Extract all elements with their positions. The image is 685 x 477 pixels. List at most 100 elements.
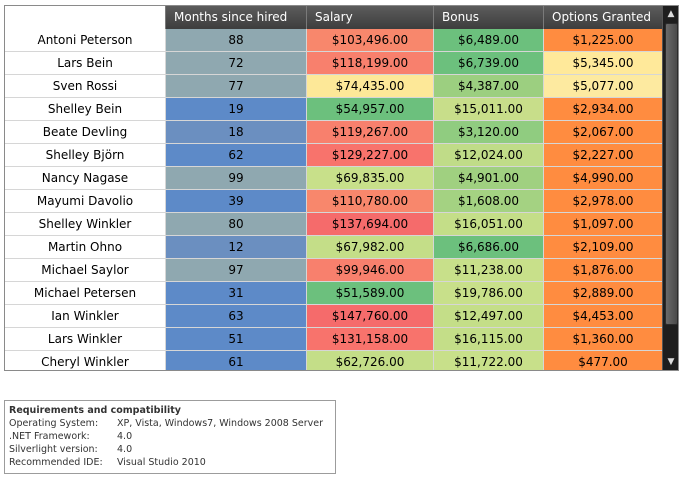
cell-salary[interactable]: $69,835.00 xyxy=(307,167,434,190)
cell-bonus[interactable]: $16,051.00 xyxy=(434,213,544,236)
cell-salary[interactable]: $147,760.00 xyxy=(307,305,434,328)
cell-months[interactable]: 77 xyxy=(166,75,307,98)
cell-salary[interactable]: $67,982.00 xyxy=(307,236,434,259)
cell-salary[interactable]: $118,199.00 xyxy=(307,52,434,75)
cell-months[interactable]: 88 xyxy=(166,29,307,52)
cell-salary[interactable]: $62,726.00 xyxy=(307,351,434,370)
cell-options[interactable]: $2,889.00 xyxy=(544,282,662,305)
cell-salary[interactable]: $51,589.00 xyxy=(307,282,434,305)
table-row[interactable]: Michael Saylor 97 $99,946.00 $11,238.00 $1,8… xyxy=(5,259,662,282)
table-row[interactable]: Shelley Björn 62 $129,227.00 $12,024.00 $2,2… xyxy=(5,144,662,167)
cell-name[interactable]: Beate Devling xyxy=(5,121,166,144)
cell-months[interactable]: 62 xyxy=(166,144,307,167)
cell-salary[interactable]: $74,435.00 xyxy=(307,75,434,98)
cell-salary[interactable]: $129,227.00 xyxy=(307,144,434,167)
cell-months[interactable]: 72 xyxy=(166,52,307,75)
cell-name[interactable]: Martin Ohno xyxy=(5,236,166,259)
cell-options[interactable]: $2,227.00 xyxy=(544,144,662,167)
cell-options[interactable]: $2,934.00 xyxy=(544,98,662,121)
cell-options[interactable]: $477.00 xyxy=(544,351,662,370)
cell-bonus[interactable]: $16,115.00 xyxy=(434,328,544,351)
cell-name[interactable]: Lars Winkler xyxy=(5,328,166,351)
cell-months[interactable]: 18 xyxy=(166,121,307,144)
cell-options[interactable]: $1,097.00 xyxy=(544,213,662,236)
column-header-salary[interactable]: Salary xyxy=(307,6,434,29)
cell-options[interactable]: $1,360.00 xyxy=(544,328,662,351)
cell-options[interactable]: $2,067.00 xyxy=(544,121,662,144)
cell-name[interactable]: Michael Petersen xyxy=(5,282,166,305)
column-header-bonus[interactable]: Bonus xyxy=(434,6,544,29)
cell-bonus[interactable]: $1,608.00 xyxy=(434,190,544,213)
cell-months[interactable]: 63 xyxy=(166,305,307,328)
table-row[interactable]: Cheryl Winkler 61 $62,726.00 $11,722.00 $477… xyxy=(5,351,662,370)
cell-bonus[interactable]: $4,387.00 xyxy=(434,75,544,98)
cell-salary[interactable]: $103,496.00 xyxy=(307,29,434,52)
cell-options[interactable]: $1,225.00 xyxy=(544,29,662,52)
cell-months[interactable]: 51 xyxy=(166,328,307,351)
cell-bonus[interactable]: $6,686.00 xyxy=(434,236,544,259)
table-row[interactable]: Shelley Bein 19 $54,957.00 $15,011.00 $2,934… xyxy=(5,98,662,121)
cell-bonus[interactable]: $11,238.00 xyxy=(434,259,544,282)
cell-months[interactable]: 12 xyxy=(166,236,307,259)
table-row[interactable]: Beate Devling 18 $119,267.00 $3,120.00 $2,06… xyxy=(5,121,662,144)
vertical-scrollbar[interactable]: ▲ ▼ xyxy=(662,6,678,370)
column-header-name[interactable]: Name xyxy=(5,6,166,29)
cell-name[interactable]: Lars Bein xyxy=(5,52,166,75)
cell-months[interactable]: 61 xyxy=(166,351,307,370)
cell-name[interactable]: Shelley Winkler xyxy=(5,213,166,236)
table-row[interactable]: Michael Petersen 31 $51,589.00 $19,786.00 $2… xyxy=(5,282,662,305)
table-row[interactable]: Shelley Winkler 80 $137,694.00 $16,051.00 $1… xyxy=(5,213,662,236)
requirement-item: Silverlight version: 4.0 xyxy=(9,443,331,456)
cell-salary[interactable]: $119,267.00 xyxy=(307,121,434,144)
cell-bonus[interactable]: $4,901.00 xyxy=(434,167,544,190)
triangle-up-icon[interactable]: ▲ xyxy=(667,9,675,19)
cell-months[interactable]: 80 xyxy=(166,213,307,236)
cell-name[interactable]: Michael Saylor xyxy=(5,259,166,282)
cell-name[interactable]: Shelley Björn xyxy=(5,144,166,167)
cell-months[interactable]: 97 xyxy=(166,259,307,282)
cell-name[interactable]: Nancy Nagase xyxy=(5,167,166,190)
column-header-months[interactable]: Months since hired xyxy=(166,6,307,29)
cell-name[interactable]: Mayumi Davolio xyxy=(5,190,166,213)
table-row[interactable]: Lars Bein 72 $118,199.00 $6,739.00 $5,345.00 xyxy=(5,52,662,75)
cell-bonus[interactable]: $6,739.00 xyxy=(434,52,544,75)
cell-name[interactable]: Antoni Peterson xyxy=(5,29,166,52)
table-row[interactable]: Antoni Peterson 88 $103,496.00 $6,489.00 $1,… xyxy=(5,29,662,52)
cell-bonus[interactable]: $15,011.00 xyxy=(434,98,544,121)
cell-bonus[interactable]: $12,024.00 xyxy=(434,144,544,167)
cell-name[interactable]: Cheryl Winkler xyxy=(5,351,166,370)
cell-options[interactable]: $4,990.00 xyxy=(544,167,662,190)
scrollbar-thumb[interactable] xyxy=(665,23,678,325)
cell-salary[interactable]: $137,694.00 xyxy=(307,213,434,236)
cell-months[interactable]: 39 xyxy=(166,190,307,213)
column-header-options[interactable]: Options Granted xyxy=(552,10,652,24)
cell-months[interactable]: 99 xyxy=(166,167,307,190)
cell-salary[interactable]: $131,158.00 xyxy=(307,328,434,351)
table-row[interactable]: Ian Winkler 63 $147,760.00 $12,497.00 $4,453… xyxy=(5,305,662,328)
triangle-down-icon[interactable]: ▼ xyxy=(667,357,675,367)
cell-salary[interactable]: $99,946.00 xyxy=(307,259,434,282)
cell-bonus[interactable]: $19,786.00 xyxy=(434,282,544,305)
cell-bonus[interactable]: $11,722.00 xyxy=(434,351,544,370)
cell-bonus[interactable]: $6,489.00 xyxy=(434,29,544,52)
cell-name[interactable]: Shelley Bein xyxy=(5,98,166,121)
table-row[interactable]: Nancy Nagase 99 $69,835.00 $4,901.00 $4,990.… xyxy=(5,167,662,190)
cell-options[interactable]: $4,453.00 xyxy=(544,305,662,328)
table-row[interactable]: Martin Ohno 12 $67,982.00 $6,686.00 $2,109.0… xyxy=(5,236,662,259)
cell-bonus[interactable]: $12,497.00 xyxy=(434,305,544,328)
cell-name[interactable]: Ian Winkler xyxy=(5,305,166,328)
cell-name[interactable]: Sven Rossi xyxy=(5,75,166,98)
cell-options[interactable]: $2,109.00 xyxy=(544,236,662,259)
cell-months[interactable]: 19 xyxy=(166,98,307,121)
table-row[interactable]: Lars Winkler 51 $131,158.00 $16,115.00 $1,36… xyxy=(5,328,662,351)
table-row[interactable]: Sven Rossi 77 $74,435.00 $4,387.00 $5,077.00 xyxy=(5,75,662,98)
cell-options[interactable]: $5,077.00 xyxy=(544,75,662,98)
cell-options[interactable]: $5,345.00 xyxy=(544,52,662,75)
cell-salary[interactable]: $54,957.00 xyxy=(307,98,434,121)
cell-bonus[interactable]: $3,120.00 xyxy=(434,121,544,144)
cell-months[interactable]: 31 xyxy=(166,282,307,305)
cell-options[interactable]: $2,978.00 xyxy=(544,190,662,213)
table-row[interactable]: Mayumi Davolio 39 $110,780.00 $1,608.00 $2,9… xyxy=(5,190,662,213)
cell-options[interactable]: $1,876.00 xyxy=(544,259,662,282)
cell-salary[interactable]: $110,780.00 xyxy=(307,190,434,213)
